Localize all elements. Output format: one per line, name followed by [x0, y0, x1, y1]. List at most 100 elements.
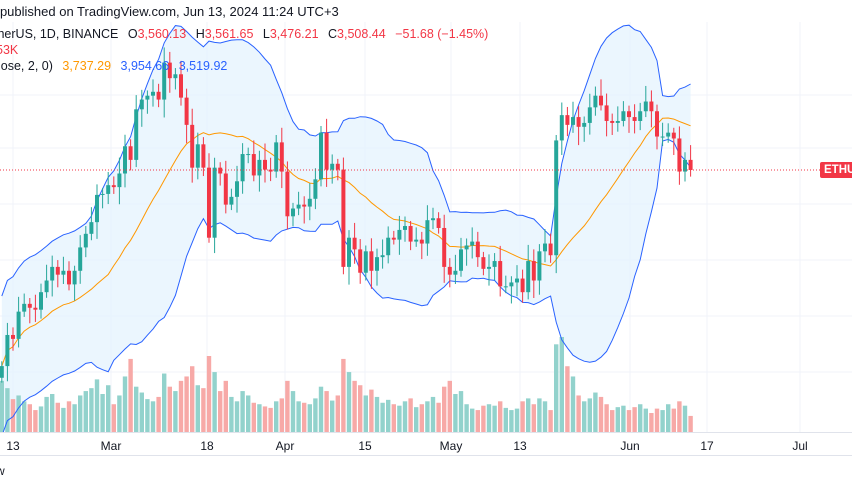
volume-bar: [380, 402, 385, 432]
candle-body: [156, 91, 161, 100]
candle-body: [279, 142, 284, 172]
bb-params: lose, 2, 0): [0, 59, 53, 73]
time-tick-label: Jul: [792, 439, 808, 453]
candle-body: [481, 257, 486, 269]
volume-bar: [335, 395, 340, 432]
volume-bar: [111, 404, 116, 432]
volume-bar: [610, 410, 615, 432]
volume-bar: [167, 386, 172, 432]
candle-body: [559, 115, 564, 141]
volume-bar: [156, 396, 161, 432]
volume-bar: [582, 401, 587, 432]
bb-lower-value: 3,519.92: [178, 59, 228, 73]
candle-body: [33, 307, 38, 310]
volume-bar: [509, 410, 514, 432]
volume-bar: [464, 404, 469, 432]
volume-bar: [50, 394, 55, 432]
volume-bar: [128, 358, 133, 432]
candle-body: [677, 138, 682, 172]
volume-bar: [257, 404, 262, 432]
volume-bar: [643, 408, 648, 432]
candle-body: [240, 154, 245, 182]
volume-bar: [201, 388, 206, 432]
candle-body: [442, 227, 447, 267]
volume-bar: [565, 366, 570, 432]
candle-body: [341, 169, 346, 267]
candle-body: [643, 101, 648, 112]
volume-bar: [363, 395, 368, 432]
candle-body: [470, 241, 475, 246]
candle-body: [212, 167, 217, 238]
volume-bar: [576, 395, 581, 432]
volume-bar: [481, 405, 486, 432]
candle-body: [604, 105, 609, 121]
volume-bar: [386, 399, 391, 432]
candle-body: [408, 226, 413, 242]
footer-text: w: [0, 464, 5, 478]
volume-bar: [358, 385, 363, 432]
candle-body: [397, 229, 402, 240]
volume-bar: [492, 405, 497, 432]
volume-bar: [66, 401, 72, 432]
bollinger-upper-line: [1, 24, 691, 297]
candle-body: [44, 280, 49, 293]
change-value: −51.68 (−1.45%): [395, 27, 489, 41]
volume-bar: [195, 385, 200, 432]
candle-body: [576, 117, 581, 127]
volume-bar: [5, 388, 10, 432]
candle-body: [587, 107, 592, 123]
volume-bar: [682, 405, 688, 432]
candle-body: [453, 270, 458, 275]
volume-bar: [341, 358, 346, 432]
candle-body: [223, 173, 228, 205]
volume-bar: [33, 410, 38, 432]
volume-bar: [268, 407, 273, 432]
volume-bar: [22, 401, 27, 432]
volume-bar: [106, 385, 111, 432]
candle-body: [100, 193, 105, 195]
volume-bar: [324, 391, 329, 432]
volume-bar: [83, 391, 88, 432]
volume-bar: [55, 402, 60, 432]
candle-body: [503, 286, 508, 288]
volume-bar: [145, 399, 150, 432]
volume-bar: [279, 398, 284, 432]
candle-body: [55, 266, 60, 275]
volume-bar: [425, 401, 430, 432]
volume-bar: [16, 395, 21, 432]
candle-body: [229, 196, 234, 205]
volume-bar: [621, 405, 626, 432]
candle-body: [425, 220, 430, 244]
volume-bar: [150, 401, 156, 432]
volume-bar: [251, 402, 256, 432]
price-chart[interactable]: [0, 22, 852, 432]
candle-body: [520, 278, 525, 293]
candle-body: [190, 124, 195, 168]
time-tick-label: Jun: [620, 439, 640, 453]
volume-bar: [352, 380, 357, 432]
candle-body: [162, 62, 167, 100]
candle-body: [369, 251, 374, 271]
bb-upper-value: 3,954.66: [120, 59, 170, 73]
candle-body: [296, 204, 301, 209]
volume-bar: [419, 404, 424, 432]
volume-bar: [475, 410, 480, 432]
candle-body: [627, 111, 631, 118]
candle-body: [380, 255, 385, 258]
candle-body: [145, 95, 150, 100]
volume-bar: [162, 373, 167, 432]
volume-bar: [318, 386, 324, 432]
close-value: 3,508.44: [337, 27, 386, 41]
volume-bar: [296, 401, 301, 432]
candle-body: [660, 136, 665, 138]
volume-bar: [72, 404, 77, 432]
candle-body: [621, 111, 626, 121]
volume-bar: [190, 366, 195, 432]
volume-bar: [542, 401, 548, 432]
volume-bar: [246, 395, 251, 432]
volume-bar: [447, 380, 452, 432]
candle-body: [72, 270, 77, 285]
volume-bar: [307, 404, 312, 432]
time-tick-label: Mar: [100, 439, 122, 453]
candle-body: [11, 334, 15, 339]
